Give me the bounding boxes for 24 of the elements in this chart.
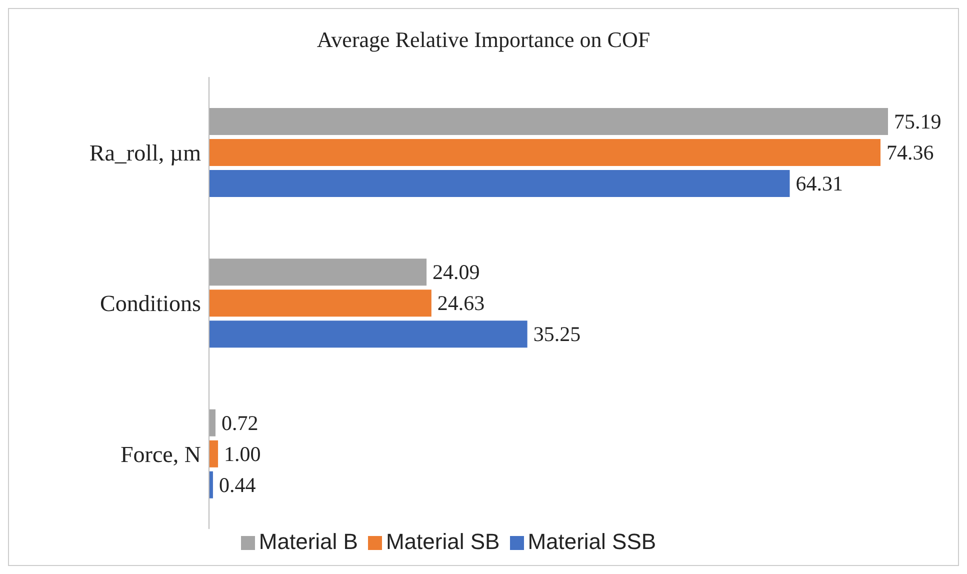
bar bbox=[209, 108, 888, 135]
legend-label: Material SSB bbox=[528, 529, 656, 554]
data-label: 24.63 bbox=[437, 291, 485, 316]
data-label: 74.36 bbox=[886, 140, 934, 164]
data-label: 24.09 bbox=[432, 260, 480, 284]
data-label: 1.00 bbox=[224, 442, 261, 466]
bar bbox=[209, 170, 790, 197]
data-label: 0.44 bbox=[218, 472, 256, 497]
bar bbox=[209, 409, 216, 436]
data-label: 64.31 bbox=[796, 172, 843, 196]
bar bbox=[209, 320, 528, 348]
bar bbox=[209, 290, 432, 317]
bar bbox=[209, 440, 218, 468]
y-tick-label: Force, N bbox=[120, 442, 202, 467]
chart-title: Average Relative Importance on COF bbox=[316, 26, 652, 54]
data-label: 35.25 bbox=[533, 322, 581, 346]
legend-label: Material B bbox=[258, 529, 358, 554]
bar bbox=[209, 139, 881, 166]
y-tick-label: Conditions bbox=[100, 291, 202, 316]
data-label: 0.72 bbox=[222, 410, 258, 435]
y-tick-label: Ra_roll, µm bbox=[89, 140, 202, 166]
bar bbox=[209, 258, 427, 286]
legend-label: Material SB bbox=[386, 529, 500, 554]
data-label: 75.19 bbox=[894, 110, 942, 134]
